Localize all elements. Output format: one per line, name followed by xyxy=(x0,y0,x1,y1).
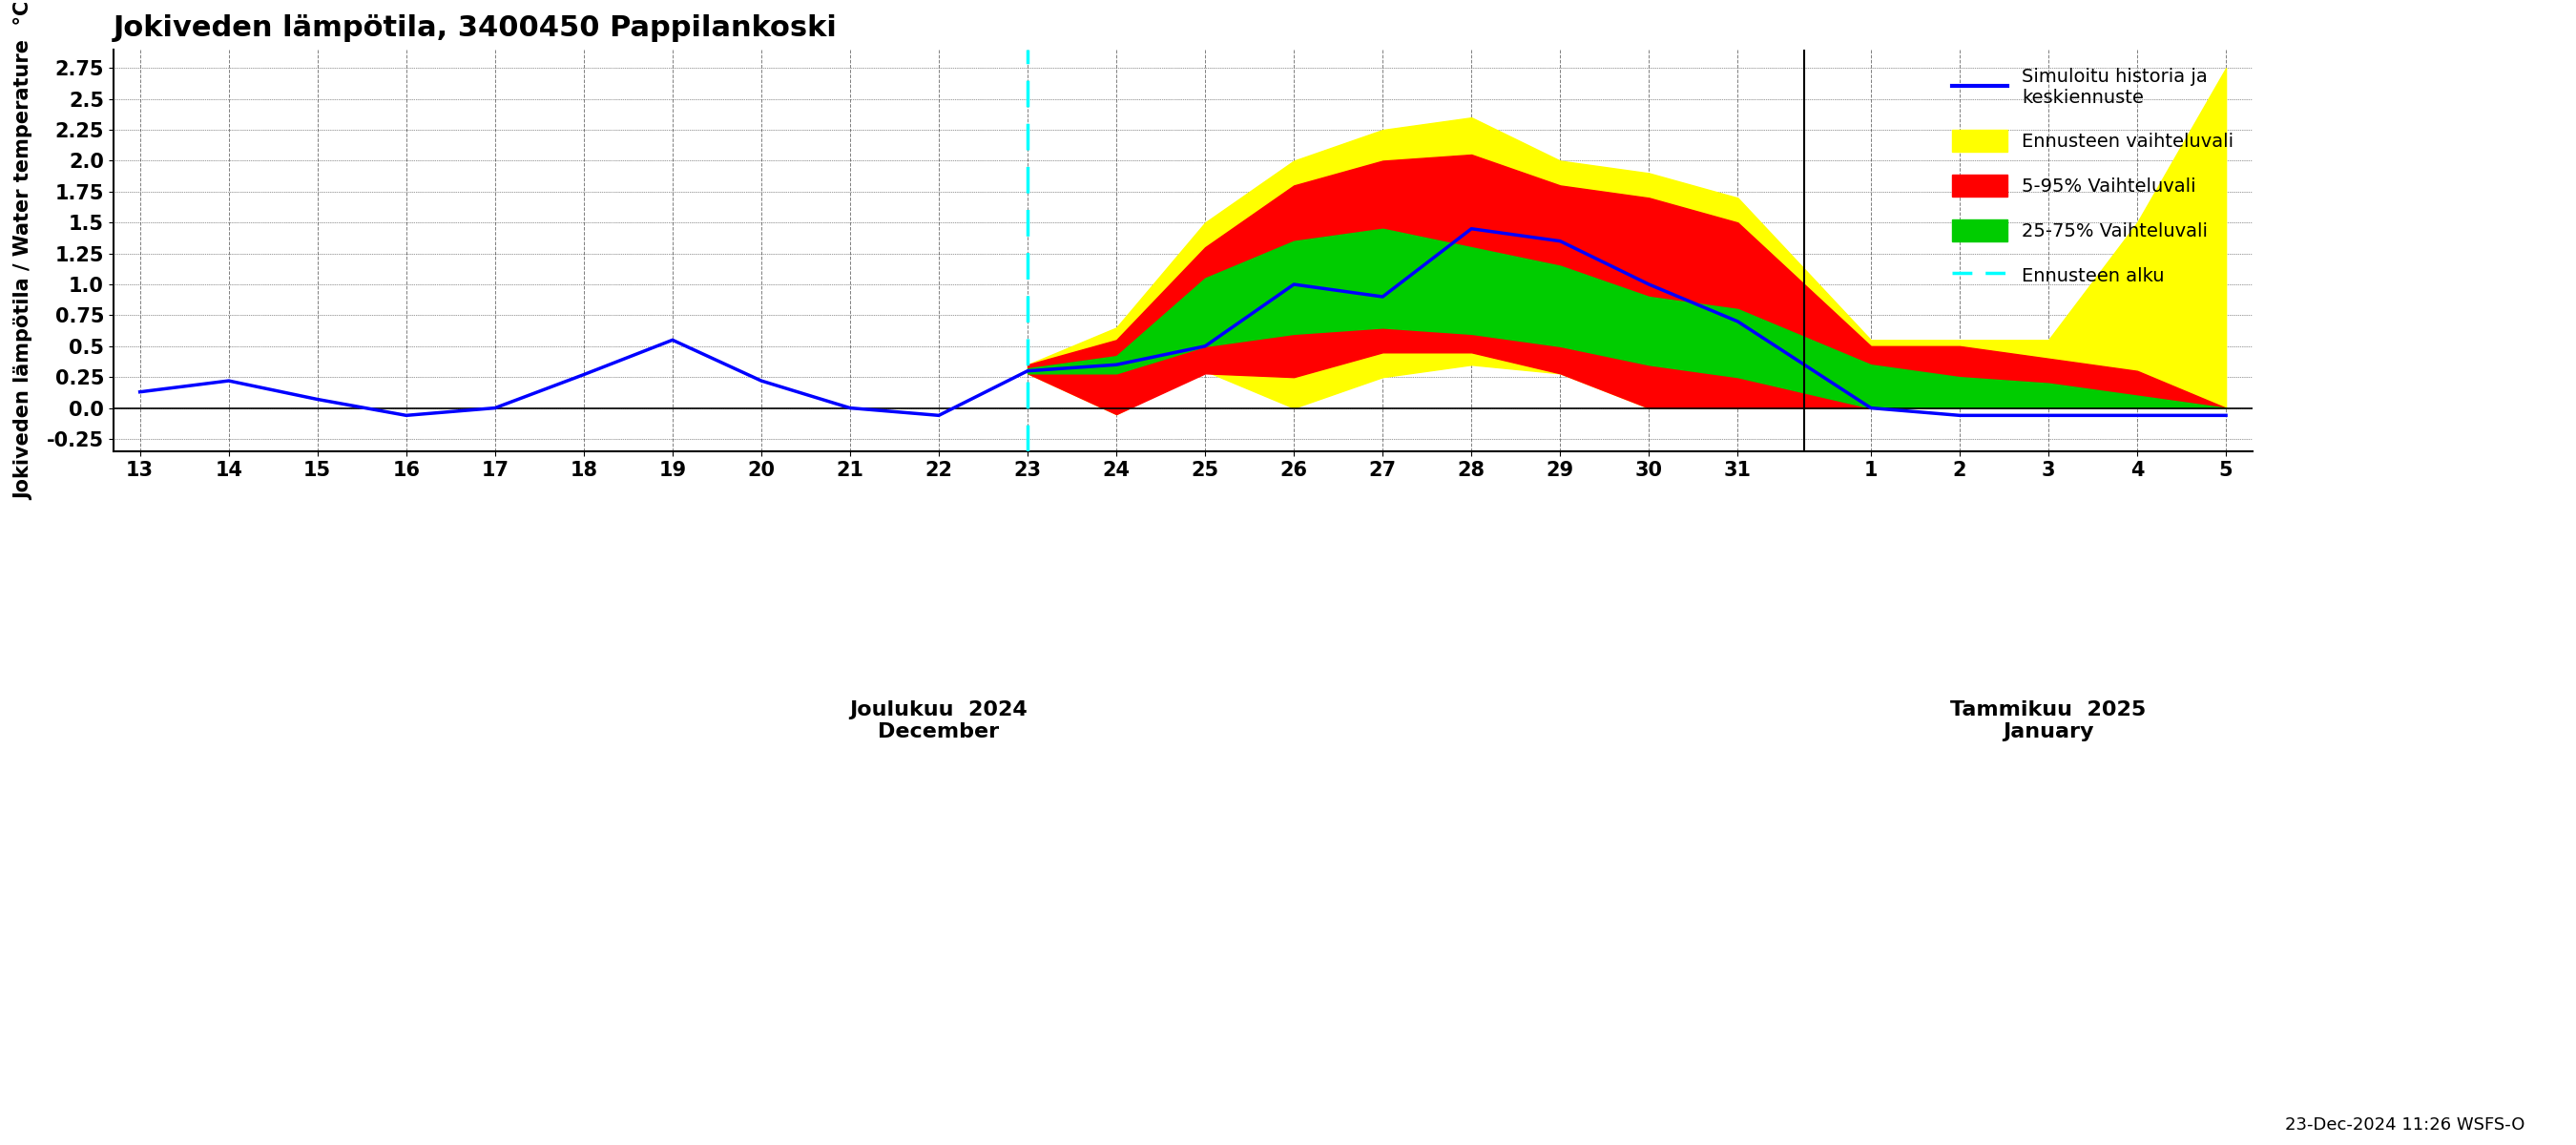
Legend: Simuloitu historia ja
keskiennuste, Ennusteen vaihteluvali, 5-95% Vaihteluvali, : Simuloitu historia ja keskiennuste, Ennu… xyxy=(1942,58,2244,297)
Text: Tammikuu  2025
January: Tammikuu 2025 January xyxy=(1950,701,2146,742)
Text: Jokiveden lämpötila, 3400450 Pappilankoski: Jokiveden lämpötila, 3400450 Pappilankos… xyxy=(113,14,837,42)
Text: Joulukuu  2024
December: Joulukuu 2024 December xyxy=(850,701,1028,742)
Text: 23-Dec-2024 11:26 WSFS-O: 23-Dec-2024 11:26 WSFS-O xyxy=(2285,1116,2524,1134)
Y-axis label: Jokiveden lämpötila / Water temperature  °C: Jokiveden lämpötila / Water temperature … xyxy=(15,1,33,499)
